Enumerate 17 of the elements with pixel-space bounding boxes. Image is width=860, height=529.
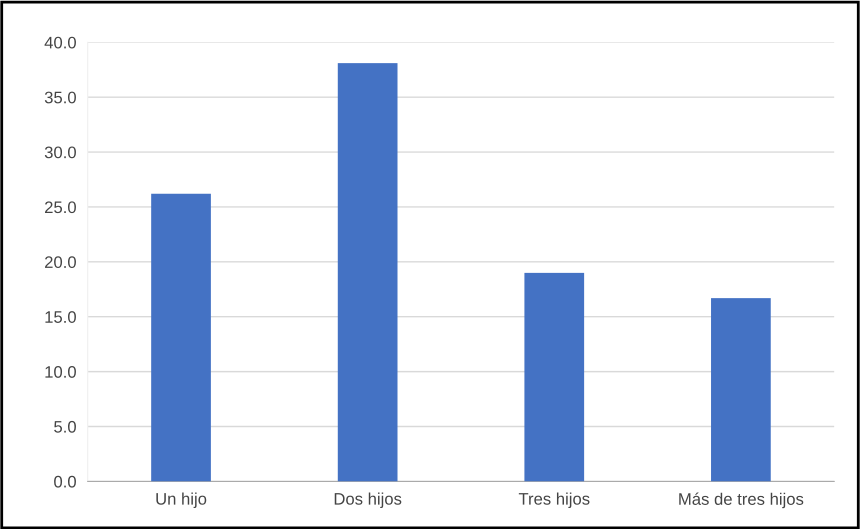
y-tick-label: 35.0 [44,92,76,104]
y-tick-label: 25.0 [45,201,76,214]
x-tick-label: Tres hijos [518,492,590,508]
y-tick-label: 5.0 [54,420,76,433]
bar [338,63,398,482]
bar [711,298,771,482]
y-tick-label: 20.0 [45,256,76,268]
x-tick-label: Un hijo [156,492,206,508]
y-tick-label: 0.0 [54,476,76,488]
y-tick-label: 30.0 [44,146,76,158]
y-tick-label: 40.0 [44,36,76,49]
x-tick-label: Más de tres hijos [679,492,804,508]
x-tick-label: Dos hijos [334,492,402,508]
bar [524,272,584,482]
y-tick-label: 10.0 [45,366,76,378]
bar [151,194,211,482]
y-tick-label: 15.0 [45,311,76,323]
